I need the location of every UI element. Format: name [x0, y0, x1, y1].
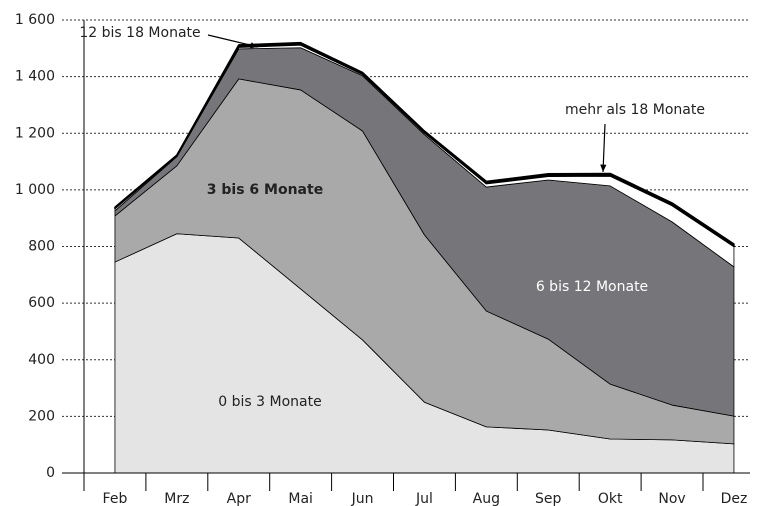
- series-label: mehr als 18 Monate: [565, 102, 705, 118]
- x-tick-label: Jun: [351, 491, 374, 506]
- x-tick-label: Nov: [658, 491, 685, 506]
- y-tick-label: 0: [46, 465, 55, 481]
- series-label: 6 bis 12 Monate: [536, 279, 648, 295]
- arrow-head: [250, 42, 258, 49]
- y-tick-label: 1 000: [15, 182, 55, 198]
- x-tick-label: Sep: [535, 491, 562, 506]
- x-tick-label: Mrz: [164, 491, 189, 506]
- area: [114, 41, 735, 248]
- arrow-head: [600, 164, 607, 172]
- y-tick-label: 200: [28, 408, 55, 424]
- x-tick-label: Apr: [227, 491, 251, 506]
- y-tick-label: 800: [28, 239, 55, 255]
- x-tick-label: Mai: [288, 491, 313, 506]
- series-label: 0 bis 3 Monate: [218, 394, 321, 410]
- x-tick-label: Okt: [598, 491, 623, 506]
- annotation-arrow: [602, 123, 606, 173]
- x-tick-label: Dez: [721, 491, 748, 506]
- y-tick-label: 400: [28, 352, 55, 368]
- series-label: 12 bis 18 Monate: [79, 25, 200, 41]
- annotation-arrow: [207, 34, 259, 48]
- y-tick-label: 1 400: [15, 69, 55, 85]
- x-tick-label: Aug: [473, 491, 500, 506]
- x-tick-label: Jul: [415, 491, 433, 506]
- y-tick-label: 1 200: [15, 125, 55, 141]
- x-tick-label: Feb: [103, 491, 128, 506]
- y-tick-label: 1 600: [15, 12, 55, 28]
- y-tick-label: 600: [28, 295, 55, 311]
- series-label: 3 bis 6 Monate: [207, 182, 323, 198]
